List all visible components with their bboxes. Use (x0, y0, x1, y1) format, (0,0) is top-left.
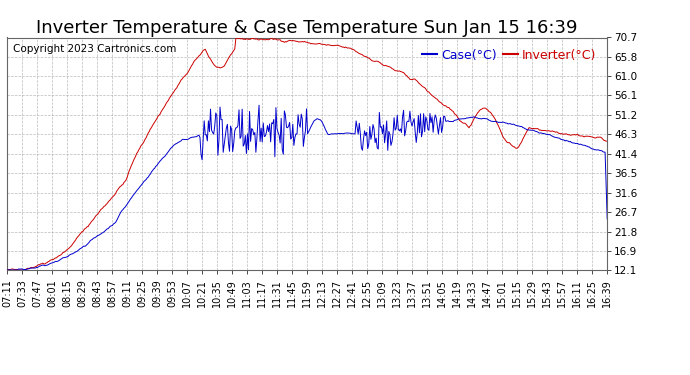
Legend: Case(°C), Inverter(°C): Case(°C), Inverter(°C) (417, 44, 601, 67)
Text: Copyright 2023 Cartronics.com: Copyright 2023 Cartronics.com (13, 45, 176, 54)
Title: Inverter Temperature & Case Temperature Sun Jan 15 16:39: Inverter Temperature & Case Temperature … (37, 20, 578, 38)
